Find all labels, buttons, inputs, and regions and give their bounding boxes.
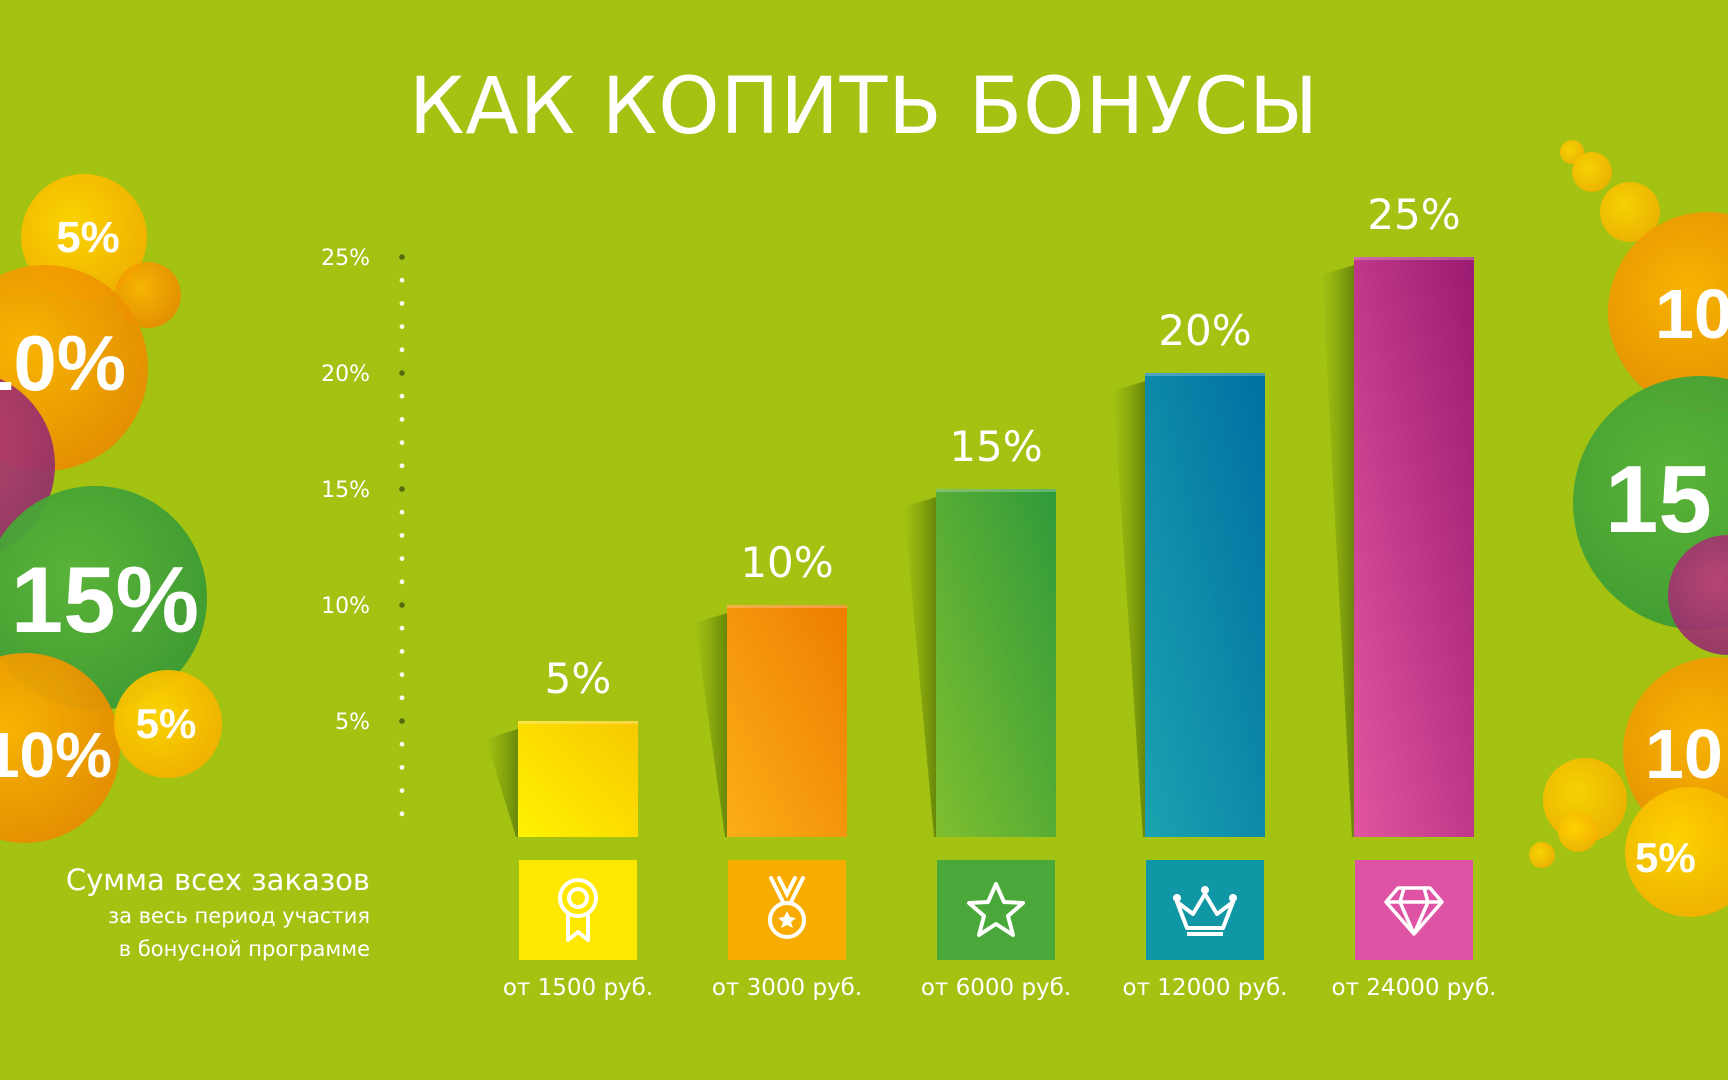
page-title: КАК КОПИТЬ БОНУСЫ — [408, 62, 1319, 152]
y-tick-label: 10% — [321, 594, 370, 619]
icon-box — [1355, 860, 1473, 960]
bar-shadow — [486, 729, 518, 837]
bar-5 — [1354, 257, 1474, 837]
bubble-right-4-label: 5% — [1635, 834, 1696, 881]
bar-shadow — [1322, 265, 1354, 837]
bubble-right-4 — [1625, 787, 1728, 917]
icon-box — [519, 860, 637, 960]
y-tick-label: 20% — [321, 362, 370, 387]
bar-shadow — [1113, 381, 1145, 837]
y-axis-dots — [399, 254, 405, 817]
bubble-left-1-label: 5% — [56, 213, 120, 262]
bar-value-label: 25% — [1367, 190, 1460, 239]
y-tick-mark — [399, 486, 405, 492]
caption-sub: за весь период участия в бонусной програ… — [107, 904, 370, 961]
category-label: от 24000 руб. — [1332, 975, 1497, 1001]
bubble-left-5 — [114, 670, 222, 778]
bar-1 — [518, 721, 638, 837]
bar-value-label: 5% — [545, 654, 612, 703]
bubble-left-3-label: 15% — [11, 547, 199, 652]
bubble-left-4 — [0, 653, 120, 843]
bar-value-label: 20% — [1158, 306, 1251, 355]
bar-2 — [727, 605, 847, 837]
bar-shadow — [904, 497, 936, 837]
bubble-right-1-label: 10 — [1655, 275, 1728, 353]
y-tick-label: 5% — [335, 710, 370, 735]
bubble-right-2-label: 15 — [1605, 446, 1712, 553]
bar-4 — [1145, 373, 1265, 837]
y-tick-mark — [399, 254, 405, 260]
bar-3 — [936, 489, 1056, 837]
caption-main: Сумма всех заказов — [65, 863, 370, 897]
bubble-small — [115, 262, 181, 328]
medal-icon — [768, 876, 806, 939]
bubble-right-3-label: 10 — [1645, 715, 1723, 793]
bubble-left-3 — [0, 486, 207, 710]
caption: Сумма всех заказов за весь период участи… — [66, 860, 370, 966]
category-label: от 3000 руб. — [712, 975, 862, 1001]
bubble-left-4-label: 10% — [0, 719, 112, 791]
bubble-left-5-label: 5% — [136, 700, 197, 747]
y-tick-mark — [399, 602, 405, 608]
bar-shadow — [695, 613, 727, 837]
y-tick-mark — [399, 718, 405, 724]
award-ribbon-icon — [558, 878, 598, 942]
bubble-left-2-label: 10% — [0, 319, 126, 407]
category-label: от 12000 руб. — [1123, 975, 1288, 1001]
icon-box — [1146, 860, 1264, 960]
diamond-icon — [1384, 886, 1444, 936]
icon-box — [937, 860, 1055, 960]
star-icon — [967, 882, 1025, 937]
crown-icon — [1173, 886, 1237, 936]
y-tick-label: 15% — [321, 478, 370, 503]
category-label: от 6000 руб. — [921, 975, 1071, 1001]
icon-box — [728, 860, 846, 960]
category-label: от 1500 руб. — [503, 975, 653, 1001]
bar-value-label: 15% — [949, 422, 1042, 471]
bubble-right-1 — [1608, 212, 1728, 412]
y-tick-mark — [399, 370, 405, 376]
y-tick-label: 25% — [321, 246, 370, 271]
bar-value-label: 10% — [740, 538, 833, 587]
